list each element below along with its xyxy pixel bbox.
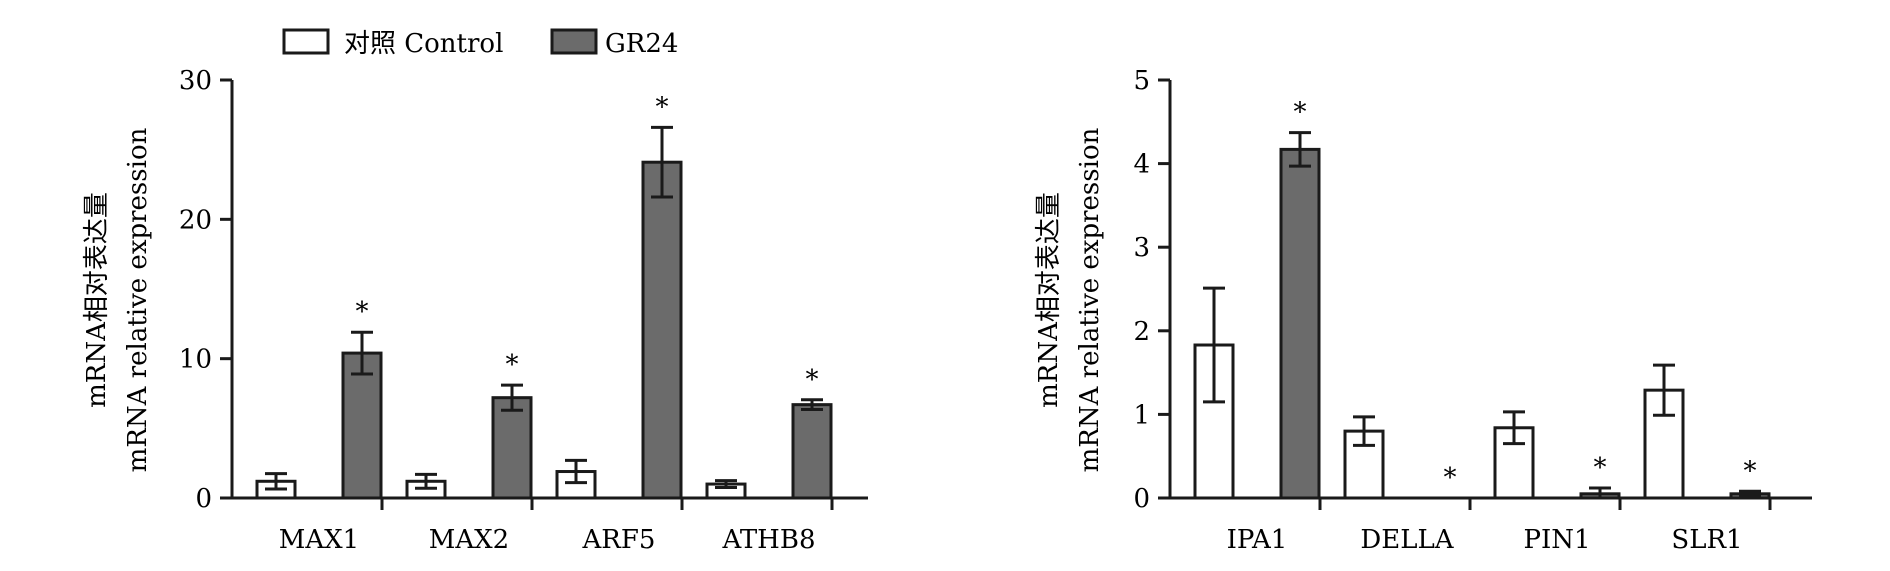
bar [1279, 147, 1321, 500]
bar [641, 160, 683, 500]
legend-swatch-control [282, 28, 330, 55]
y-tick-label: 1 [1133, 400, 1150, 430]
x-tick-label: MAX1 [279, 525, 359, 555]
y-tick-label: 30 [179, 66, 212, 96]
significance-marker: * [656, 92, 669, 122]
plot-area-right: 0 1 2 3 4 5 IPA1 * DELLA * PIN1 * SLR1 * [1133, 66, 1812, 555]
legend-label-control: 对照 Control [344, 29, 503, 59]
bar [791, 403, 833, 500]
legend: 对照 Control GR24 [282, 28, 678, 59]
y-tick-label: 2 [1133, 317, 1150, 347]
x-tick-label: MAX2 [429, 525, 509, 555]
plot-area-left: 0 10 20 30 MAX1 * MAX2 * ARF5 * ATHB8 * [179, 66, 868, 555]
significance-marker: * [1594, 453, 1607, 483]
x-tick-label: ARF5 [582, 525, 656, 555]
legend-swatch-gr24 [550, 28, 598, 55]
chart-panel-right: mRNA相对表达量 mRNA relative expression 0 1 2 3 4… [1034, 66, 1812, 555]
bar [491, 396, 533, 500]
y-tick-label: 3 [1133, 233, 1150, 263]
y-axis-label-right-en: mRNA relative expression [1075, 127, 1105, 472]
x-tick-label: IPA1 [1227, 525, 1288, 555]
x-tick-label: PIN1 [1523, 525, 1590, 555]
y-tick-label: 0 [1133, 484, 1150, 514]
legend-label-gr24: GR24 [605, 29, 678, 59]
y-tick-label: 20 [179, 205, 212, 235]
y-axis-label-left-cn: mRNA相对表达量 [82, 192, 112, 408]
x-tick-label: ATHB8 [721, 525, 815, 555]
x-tick-label: DELLA [1360, 525, 1454, 555]
significance-marker: * [1294, 98, 1307, 128]
significance-marker: * [356, 297, 369, 327]
y-axis-label-right-cn: mRNA相对表达量 [1034, 192, 1064, 408]
y-axis-label-left-en: mRNA relative expression [123, 127, 153, 472]
y-tick-label: 10 [179, 345, 212, 375]
y-tick-label: 5 [1133, 66, 1150, 96]
chart-panel-left: mRNA相对表达量 mRNA relative expression 0 10 20… [82, 66, 868, 555]
significance-marker: * [806, 365, 819, 395]
significance-marker: * [506, 350, 519, 380]
significance-marker: * [1744, 456, 1757, 486]
y-tick-label: 0 [195, 484, 212, 514]
bar [341, 351, 383, 500]
significance-marker: * [1444, 463, 1457, 493]
x-tick-label: SLR1 [1671, 525, 1742, 555]
y-tick-label: 4 [1133, 150, 1150, 180]
